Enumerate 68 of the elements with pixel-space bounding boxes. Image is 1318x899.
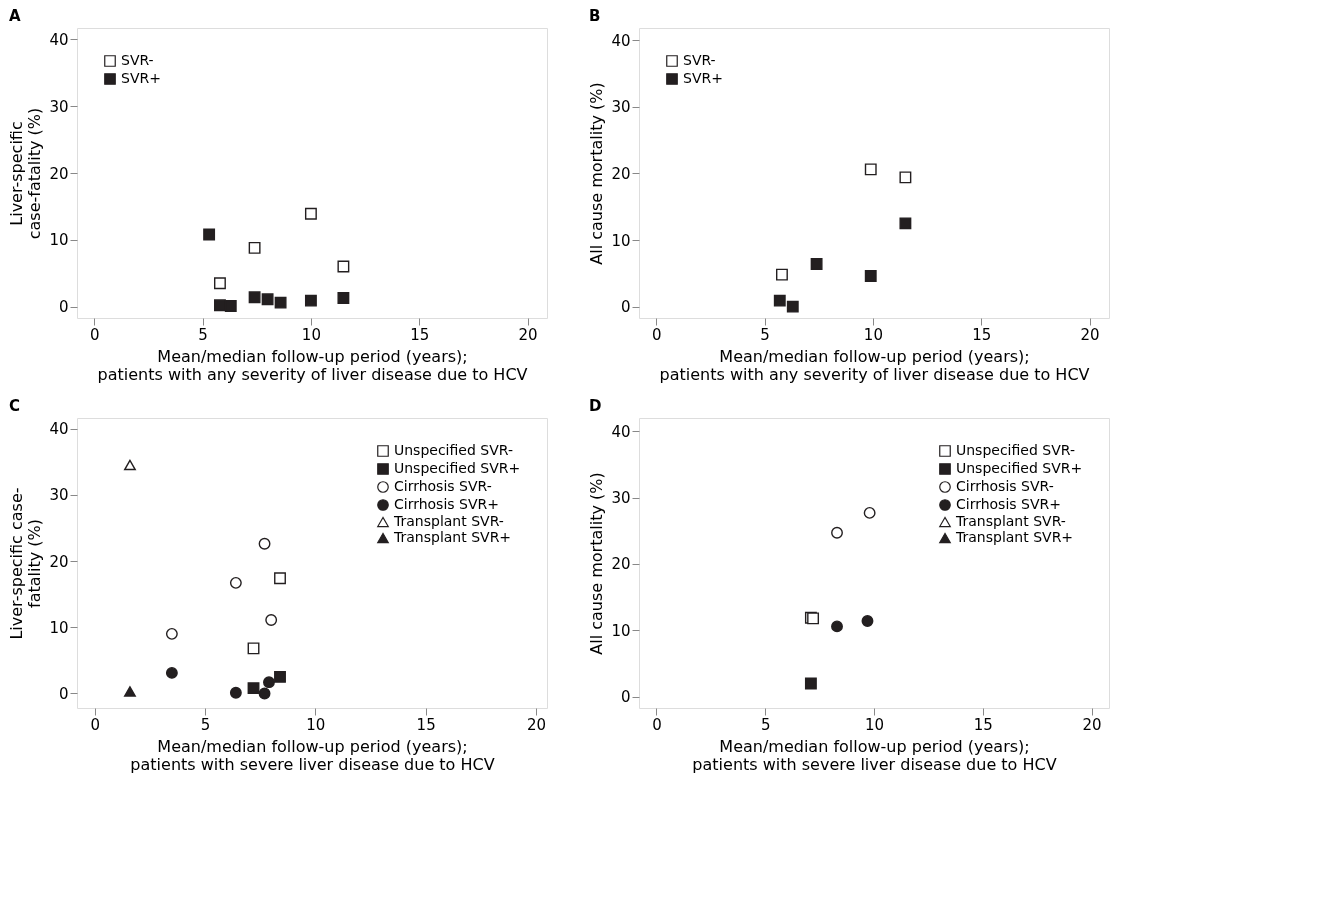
legend-label: SVR+ xyxy=(121,70,161,86)
x-tick-label: 20 xyxy=(526,715,547,734)
y-tick-label: 0 xyxy=(620,688,631,707)
legend-label: SVR+ xyxy=(683,70,723,86)
y-tick-label: 0 xyxy=(620,298,631,317)
y-axis-title: Liver-specific case- fatality (%) xyxy=(7,487,45,640)
x-tick-label: 0 xyxy=(652,715,662,734)
legend-label: Transplant SVR- xyxy=(955,513,1066,529)
x-tick-label: 20 xyxy=(1082,715,1102,734)
y-tick-label: 40 xyxy=(611,31,631,50)
x-tick-label: 20 xyxy=(1080,325,1100,344)
y-tick-label: 0 xyxy=(58,298,69,317)
legend-label: Transplant SVR- xyxy=(393,513,504,529)
x-tick-label: 5 xyxy=(200,715,211,734)
y-axis-title: All cause mortality (%) xyxy=(587,82,607,265)
x-tick-label: 15 xyxy=(972,325,992,344)
x-tick-label: 15 xyxy=(410,325,430,344)
y-tick-label: 30 xyxy=(611,489,631,508)
legend-label: Unspecified SVR- xyxy=(956,442,1075,458)
x-tick-label: 10 xyxy=(863,325,883,344)
x-tick-label: 15 xyxy=(973,715,993,734)
y-tick-label: 40 xyxy=(49,30,69,49)
x-tick-label: 15 xyxy=(416,715,436,734)
y-tick-label: 20 xyxy=(611,555,631,574)
y-tick-label: 20 xyxy=(49,552,69,571)
y-tick-label: 30 xyxy=(611,98,631,117)
y-axis-title: All cause mortality (%) xyxy=(587,472,607,655)
y-tick-label: 0 xyxy=(58,684,69,703)
y-tick-label: 40 xyxy=(611,422,631,441)
x-tick-label: 5 xyxy=(760,325,770,344)
chart-title: D xyxy=(588,397,602,415)
legend-label: Unspecified SVR- xyxy=(394,442,513,458)
x-axis-title: Mean/median follow-up period (years); patients with severe liver disease due to HCV xyxy=(692,736,1057,774)
y-tick-label: 10 xyxy=(49,231,69,250)
legend-label: Unspecified SVR+ xyxy=(394,460,521,476)
x-tick-label: 5 xyxy=(760,715,771,734)
x-axis-title: Mean/median follow-up period (years); patients with any severity of liver disease due to HCV xyxy=(659,346,1090,384)
x-tick-label: 5 xyxy=(198,325,208,344)
chart-title: C xyxy=(8,397,20,415)
legend-label: Cirrhosis SVR+ xyxy=(956,496,1061,512)
x-axis-title: Mean/median follow-up period (years); patients with severe liver disease due to HCV xyxy=(130,736,495,774)
y-tick-label: 30 xyxy=(49,97,69,116)
y-tick-label: 10 xyxy=(611,231,631,250)
legend-label: Transplant SVR+ xyxy=(393,529,512,545)
x-tick-label: 10 xyxy=(864,715,885,734)
legend-label: Unspecified SVR+ xyxy=(956,460,1083,476)
y-tick-label: 40 xyxy=(49,420,69,439)
y-tick-label: 20 xyxy=(611,164,631,183)
chart-title: A xyxy=(8,7,21,25)
y-axis-title: Liver-specific case-fatality (%) xyxy=(7,107,45,240)
x-tick-label: 20 xyxy=(518,325,538,344)
legend-label: Cirrhosis SVR- xyxy=(956,478,1054,494)
legend-label: Cirrhosis SVR+ xyxy=(394,496,499,512)
x-tick-label: 0 xyxy=(652,325,662,344)
legend-label: Transplant SVR+ xyxy=(955,529,1074,545)
y-tick-label: 10 xyxy=(611,621,631,640)
y-tick-label: 30 xyxy=(49,486,69,505)
x-tick-label: 0 xyxy=(90,715,100,734)
x-axis-title: Mean/median follow-up period (years); patients with any severity of liver disease due to HCV xyxy=(97,346,528,384)
chart-title: B xyxy=(588,7,601,25)
legend-label: SVR- xyxy=(683,52,716,68)
legend-label: SVR- xyxy=(121,52,154,68)
y-tick-label: 10 xyxy=(49,618,69,637)
x-tick-label: 10 xyxy=(301,325,321,344)
x-tick-label: 0 xyxy=(90,325,100,344)
y-tick-label: 20 xyxy=(49,164,69,183)
x-tick-label: 10 xyxy=(306,715,326,734)
legend-label: Cirrhosis SVR- xyxy=(394,478,492,494)
